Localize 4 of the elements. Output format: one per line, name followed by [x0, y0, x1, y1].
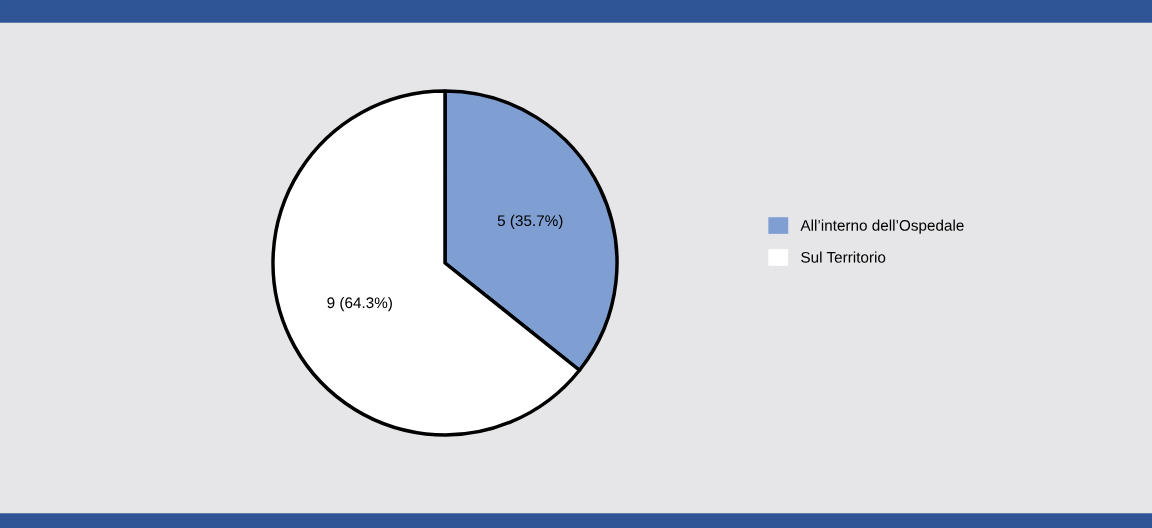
- data-label: 9 (64.3%): [327, 296, 392, 312]
- data-label: 5 (35.7%): [497, 214, 563, 230]
- legend-label: Sul Territorio: [801, 251, 886, 263]
- legend-label: All’interno dell’Ospedale: [800, 219, 964, 234]
